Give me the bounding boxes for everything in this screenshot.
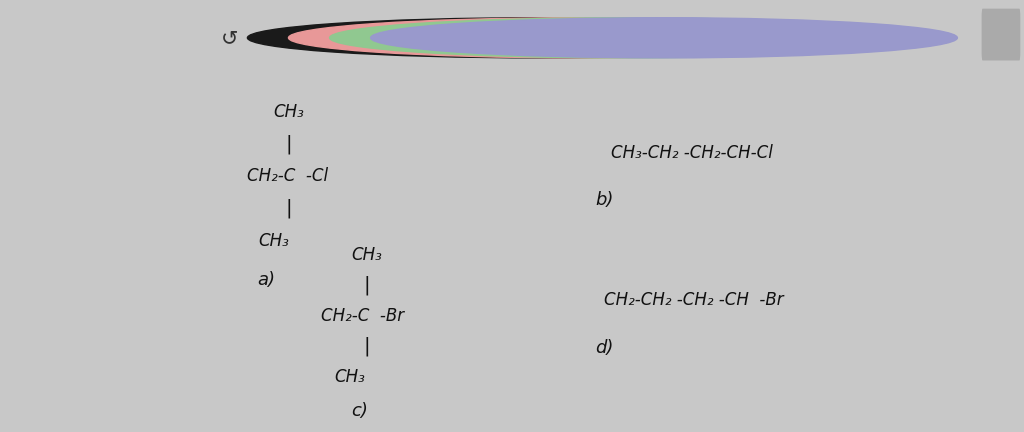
- Text: |: |: [364, 337, 370, 356]
- Text: ▣: ▣: [473, 29, 489, 47]
- Text: A: A: [441, 29, 454, 47]
- Text: ↖: ↖: [300, 29, 315, 47]
- Text: ✶: ✶: [379, 29, 394, 47]
- Text: |: |: [285, 199, 292, 218]
- Circle shape: [330, 18, 916, 58]
- FancyBboxPatch shape: [982, 9, 1020, 60]
- Text: CH₃-CH₂ -CH₂-CH-Cl: CH₃-CH₂ -CH₂-CH-Cl: [611, 144, 773, 162]
- Text: CH₃: CH₃: [335, 368, 366, 386]
- Text: d): d): [595, 340, 613, 357]
- Circle shape: [371, 18, 957, 58]
- Text: |: |: [364, 276, 370, 295]
- Text: /: /: [415, 29, 421, 47]
- Circle shape: [289, 18, 876, 58]
- Text: a): a): [257, 271, 275, 289]
- Text: CH₃: CH₃: [351, 246, 382, 264]
- Text: b): b): [595, 191, 613, 209]
- Text: ◇: ◇: [340, 29, 354, 47]
- Text: CH₂-C  -Cl: CH₂-C -Cl: [248, 167, 329, 185]
- Text: ↺: ↺: [221, 28, 239, 48]
- Text: CH₃: CH₃: [273, 103, 304, 121]
- Text: |: |: [285, 134, 292, 154]
- Text: ↻: ↻: [260, 28, 278, 48]
- Text: c): c): [351, 402, 369, 420]
- Text: CH₂-CH₂ -CH₂ -CH  -Br: CH₂-CH₂ -CH₂ -CH -Br: [604, 291, 784, 309]
- Text: CH₃: CH₃: [258, 232, 289, 250]
- Text: CH₂-C  -Br: CH₂-C -Br: [321, 307, 403, 325]
- Circle shape: [248, 18, 835, 58]
